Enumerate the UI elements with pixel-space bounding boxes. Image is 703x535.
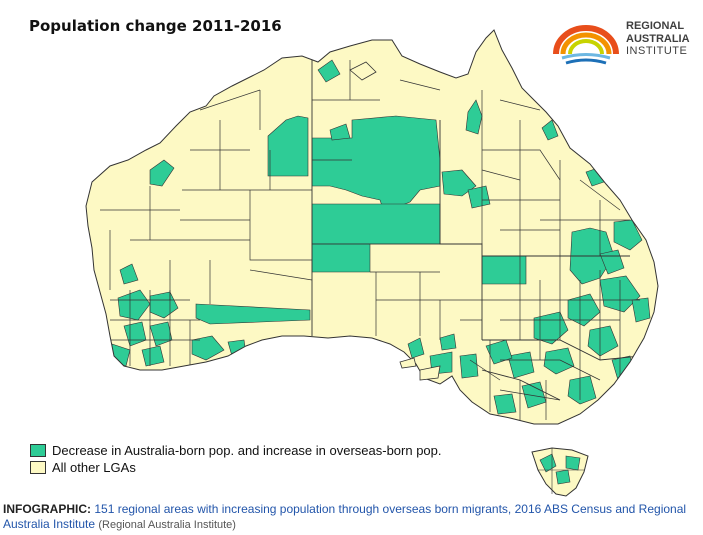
logo-line-2: AUSTRALIA (626, 32, 690, 45)
logo-text: REGIONAL AUSTRALIA INSTITUTE (626, 20, 690, 58)
caption-link[interactable]: 151 regional areas with increasing popul… (3, 502, 687, 531)
legend-label-other: All other LGAs (52, 460, 136, 475)
legend-label-highlight: Decrease in Australia-born pop. and incr… (52, 443, 442, 458)
australia-lga-map (85, 29, 659, 497)
legend-swatch-other (30, 461, 46, 474)
infographic-caption: INFOGRAPHIC: 151 regional areas with inc… (3, 502, 700, 533)
lga-boundaries (100, 40, 641, 420)
islands (349, 61, 441, 381)
logo-line-3: INSTITUTE (626, 45, 688, 57)
caption-credit: (Regional Australia Institute) (98, 519, 236, 531)
legend-swatch-highlight (30, 444, 46, 457)
infographic-frame: Population change 2011-2016 REGIONAL AUS… (29, 14, 698, 497)
logo-line-1: REGIONAL (626, 20, 685, 32)
caption-tag: INFOGRAPHIC: (3, 502, 91, 516)
map-title: Population change 2011-2016 (29, 17, 282, 35)
logo-rainbow-icon (553, 25, 619, 65)
regional-australia-institute-logo: REGIONAL AUSTRALIA INSTITUTE (548, 14, 698, 66)
tasmania (531, 447, 589, 497)
